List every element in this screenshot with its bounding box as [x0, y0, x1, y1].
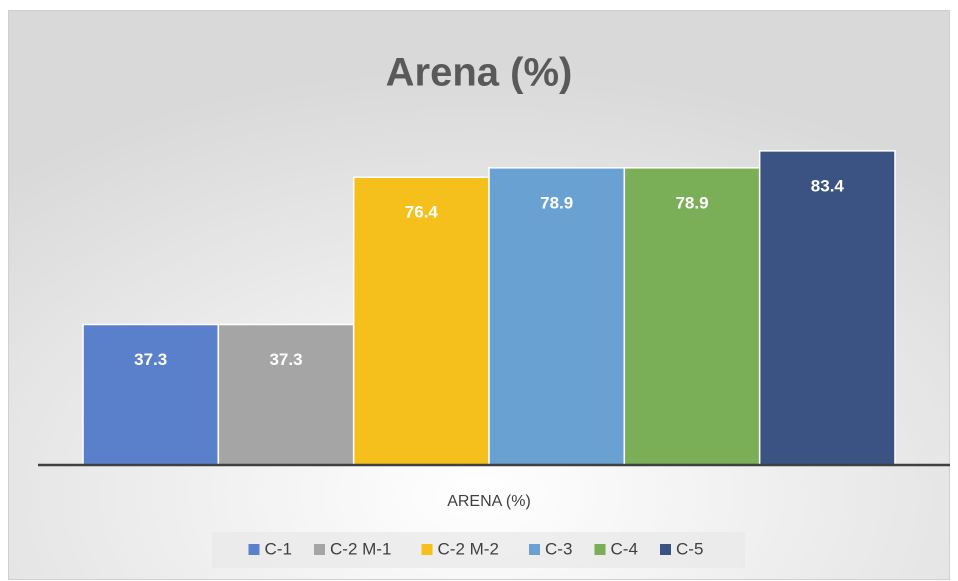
legend-swatch [594, 544, 606, 555]
data-label: 37.3 [269, 350, 302, 369]
x-tick-label: ARENA (%) [447, 493, 531, 510]
legend-swatch [660, 544, 671, 555]
legend-label: C-2 M-2 [438, 539, 499, 558]
bar [82, 323, 220, 466]
legend-label: C-2 M-1 [330, 539, 391, 558]
legend-label: C-3 [545, 539, 572, 558]
data-label: 76.4 [405, 203, 439, 222]
bar [352, 176, 490, 466]
data-label: 37.3 [134, 350, 167, 369]
legend-swatch [421, 544, 433, 555]
data-label: 78.9 [675, 193, 708, 212]
legend-box [212, 532, 745, 568]
legend-swatch [529, 544, 540, 555]
legend-swatch [248, 544, 260, 555]
bar [217, 323, 355, 466]
bar [758, 150, 896, 466]
data-label: 83.4 [811, 176, 845, 195]
legend-label: C-5 [676, 539, 703, 558]
bar [623, 167, 761, 466]
chart-title: Arena (%) [386, 51, 573, 95]
bar [488, 167, 626, 466]
legend-swatch [314, 544, 325, 555]
legend-label: C-1 [265, 539, 292, 558]
data-label: 78.9 [540, 193, 573, 212]
legend-label: C-4 [611, 539, 638, 558]
